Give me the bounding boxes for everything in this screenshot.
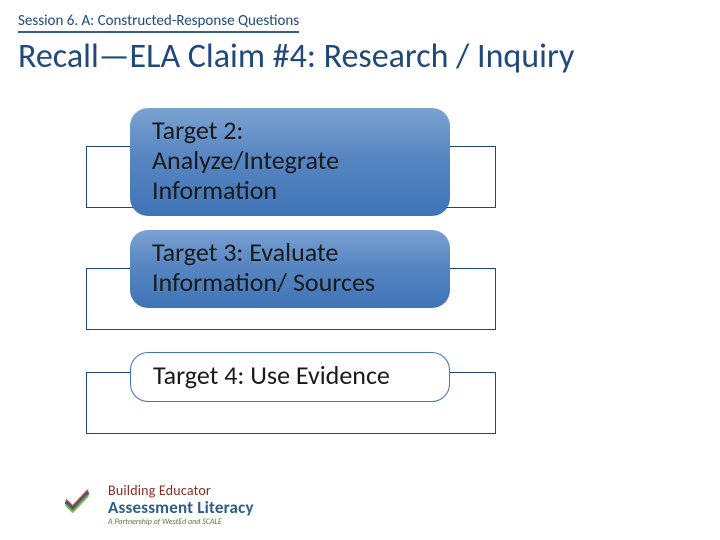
footer-logo: Building Educator Assessment Literacy A …	[58, 484, 254, 526]
card-target-4: Target 4: Use Evidence	[130, 352, 450, 402]
logo-line3: A Partnership of WestEd and SCALE	[108, 518, 254, 526]
card-target-2: Target 2: Analyze/Integrate Information	[130, 108, 450, 216]
logo-line2: Assessment Literacy	[108, 499, 254, 517]
logo-mark-icon	[58, 485, 98, 525]
card-wrap-1: Target 2: Analyze/Integrate Information	[130, 108, 560, 212]
session-header: Session 6. A: Constructed-Response Quest…	[0, 0, 720, 34]
logo-text: Building Educator Assessment Literacy A …	[108, 484, 254, 526]
cards-container: Target 2: Analyze/Integrate Information …	[130, 108, 560, 454]
card-wrap-2: Target 3: Evaluate Information/ Sources	[130, 230, 560, 334]
card-text-1: Target 2: Analyze/Integrate Information	[152, 114, 339, 206]
checkmark-icon	[64, 489, 90, 515]
main-title: Recall—ELA Claim #4: Research / Inquiry	[0, 34, 720, 91]
card-text-3: Target 4: Use Evidence	[153, 359, 390, 391]
card-text-2: Target 3: Evaluate Information/ Sources	[152, 236, 375, 298]
card-wrap-3: Target 4: Use Evidence	[130, 352, 560, 436]
card-target-3: Target 3: Evaluate Information/ Sources	[130, 230, 450, 308]
